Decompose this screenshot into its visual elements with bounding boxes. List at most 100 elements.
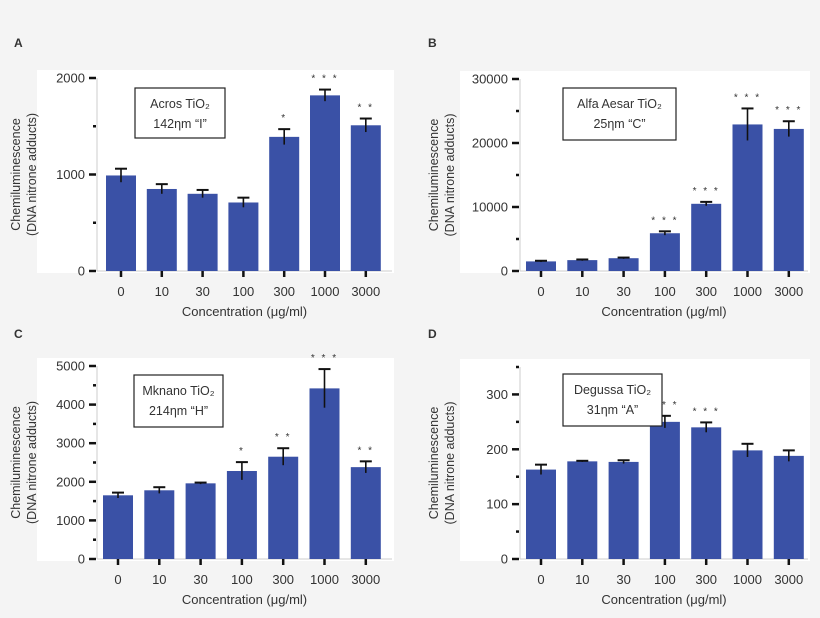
x-tick-label: 1000 — [733, 284, 762, 299]
x-axis-label: Concentration (μg/ml) — [182, 592, 307, 607]
bar — [567, 461, 598, 559]
x-tick-label: 1000 — [310, 572, 339, 587]
annotation-box — [134, 87, 226, 139]
bar — [146, 188, 177, 271]
y-tick-label: 30000 — [472, 72, 508, 87]
x-tick-label: 30 — [616, 284, 630, 299]
x-tick-label: 10 — [575, 572, 589, 587]
y-axis-label: Chemiluminescence (DNA nitrone adducts) — [427, 402, 457, 525]
x-tick-label: 3000 — [351, 572, 380, 587]
bar — [144, 490, 175, 559]
x-tick-label: 300 — [273, 284, 295, 299]
x-tick-label: 3000 — [774, 572, 803, 587]
annotation-subtitle: 214ηm “H” — [149, 404, 208, 418]
panel-label: C — [14, 327, 23, 341]
bar — [226, 470, 257, 559]
y-axis-label-line: (DNA nitrone adducts) — [443, 114, 457, 237]
y-axis-label: Chemiluminescence (DNA nitrone adducts) — [427, 114, 457, 237]
y-tick-label: 0 — [78, 264, 85, 279]
x-tick-label: 1000 — [733, 572, 762, 587]
y-tick-label: 10000 — [472, 200, 508, 215]
bar — [185, 483, 216, 559]
annotation-title: Acros TiO₂ — [150, 97, 210, 111]
significance-marker: * * * — [734, 92, 761, 103]
panel-label: B — [428, 36, 437, 50]
x-tick-label: 0 — [537, 284, 544, 299]
bar — [567, 260, 598, 271]
x-tick-label: 0 — [537, 572, 544, 587]
x-tick-label: 10 — [152, 572, 166, 587]
bar — [773, 128, 804, 271]
y-axis-label-line: Chemiluminescence — [427, 407, 441, 520]
y-tick-label: 3000 — [56, 436, 85, 451]
x-tick-label: 100 — [654, 284, 676, 299]
x-tick-label: 10 — [155, 284, 169, 299]
bar — [691, 427, 722, 559]
significance-marker: * * * — [311, 353, 338, 364]
bar — [691, 203, 722, 271]
y-tick-label: 1000 — [56, 513, 85, 528]
significance-marker: * * * — [693, 186, 720, 197]
x-tick-label: 3000 — [774, 284, 803, 299]
y-tick-label: 2000 — [56, 474, 85, 489]
significance-marker: * * — [358, 103, 375, 114]
x-axis-label: Concentration (μg/ml) — [601, 592, 726, 607]
y-tick-label: 0 — [78, 552, 85, 567]
annotation-subtitle: 31ηm “A” — [587, 403, 638, 417]
x-tick-label: 100 — [231, 572, 253, 587]
bar — [310, 95, 340, 272]
significance-marker: * * * — [311, 74, 338, 85]
significance-marker: * — [239, 446, 245, 457]
bar — [268, 456, 299, 559]
y-axis-label-line: Chemiluminescence — [9, 406, 23, 519]
bar — [228, 202, 259, 271]
x-tick-label: 300 — [695, 572, 717, 587]
x-tick-label: 100 — [654, 572, 676, 587]
x-tick-label: 30 — [193, 572, 207, 587]
significance-marker: * * — [275, 432, 292, 443]
x-tick-label: 100 — [233, 284, 255, 299]
x-tick-label: 30 — [195, 284, 209, 299]
x-tick-label: 0 — [114, 572, 121, 587]
bar — [350, 125, 381, 271]
y-axis-label-line: (DNA nitrone adducts) — [443, 402, 457, 525]
bar — [732, 124, 763, 271]
annotation-subtitle: 25ηm “C” — [593, 117, 645, 131]
x-tick-label: 300 — [695, 284, 717, 299]
y-axis-label-line: Chemiluminescence — [427, 119, 441, 232]
bar — [732, 450, 763, 559]
panel-c: C010002000300040005000Chemiluminescence(… — [9, 327, 394, 607]
x-tick-label: 0 — [117, 284, 124, 299]
annotation-subtitle: 142ηm “I” — [153, 117, 207, 131]
x-tick-label: 30 — [616, 572, 630, 587]
y-tick-label: 200 — [486, 442, 508, 457]
y-tick-label: 0 — [501, 264, 508, 279]
significance-marker: * * — [358, 445, 375, 456]
bar — [350, 467, 381, 559]
significance-marker: * * * — [651, 215, 678, 226]
y-tick-label: 0 — [501, 552, 508, 567]
x-axis-label: Concentration (μg/ml) — [601, 304, 726, 319]
annotation-title: Degussa TiO₂ — [574, 383, 651, 397]
significance-marker: * * * — [693, 406, 720, 417]
y-tick-label: 100 — [486, 497, 508, 512]
bar — [526, 261, 556, 271]
bar — [103, 495, 133, 559]
y-axis-label-line: Chemiluminescence — [9, 118, 23, 231]
bar — [106, 175, 136, 271]
y-tick-label: 1000 — [56, 167, 85, 182]
y-tick-label: 4000 — [56, 397, 85, 412]
y-tick-label: 2000 — [56, 71, 85, 86]
x-tick-label: 300 — [272, 572, 294, 587]
x-tick-label: 3000 — [351, 284, 380, 299]
bar — [649, 421, 680, 559]
bar — [269, 136, 300, 271]
bar — [187, 193, 218, 271]
annotation-title: Mknano TiO₂ — [142, 384, 214, 398]
bar — [608, 258, 639, 271]
significance-marker: * * * — [651, 400, 678, 411]
